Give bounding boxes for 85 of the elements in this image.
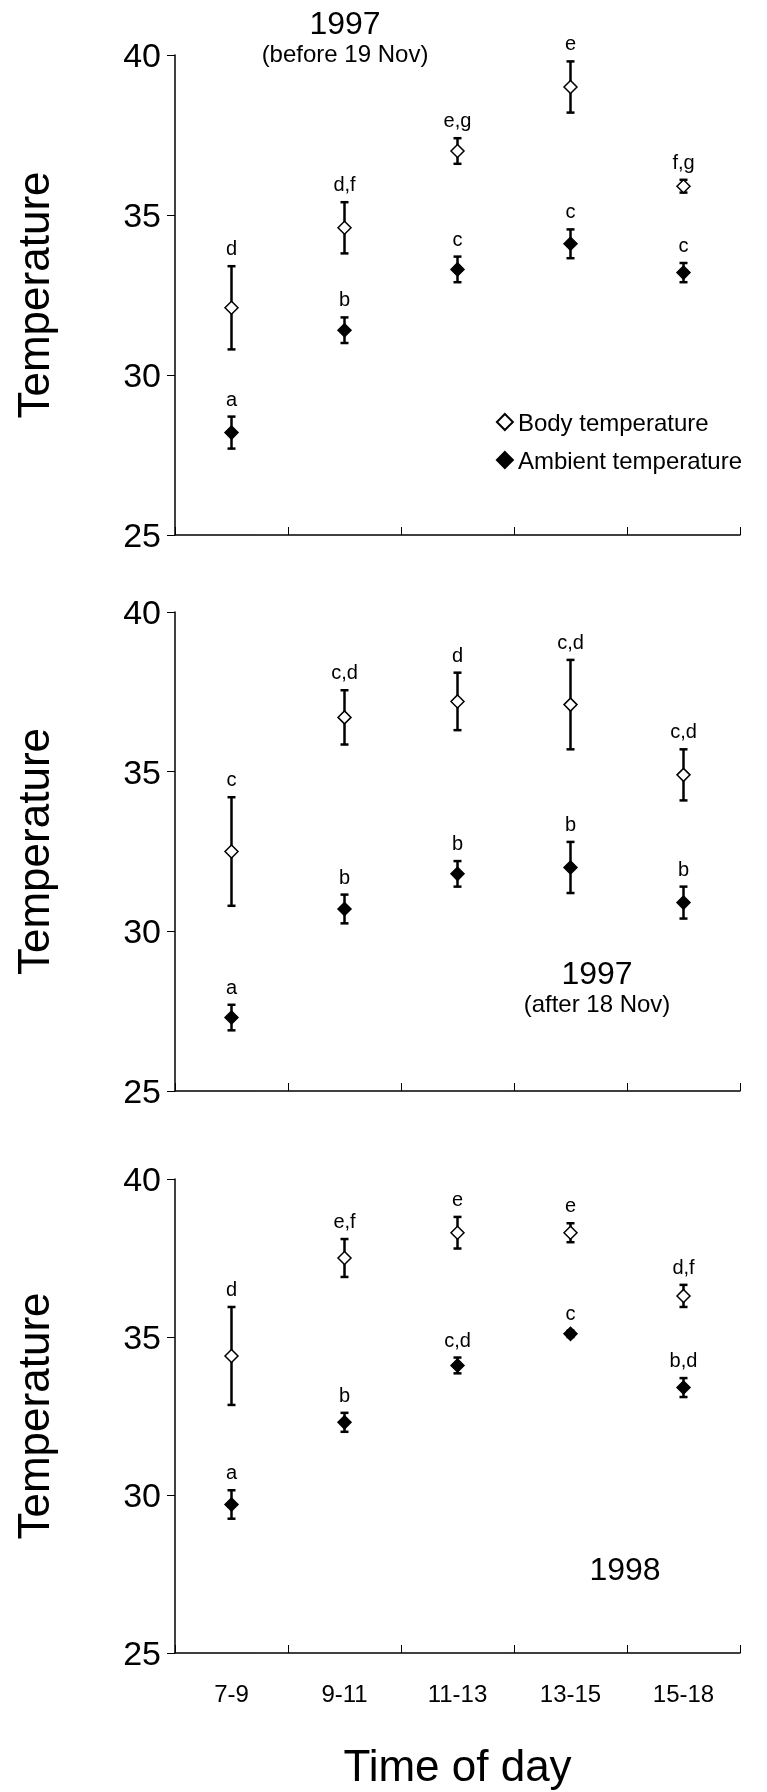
data-label: b — [451, 832, 464, 855]
point — [450, 1225, 465, 1240]
point — [676, 1380, 691, 1395]
data-label: b — [564, 812, 577, 835]
y-tick-label: 30 — [123, 912, 161, 951]
point — [337, 710, 352, 725]
point — [676, 767, 691, 783]
data-label: b — [338, 288, 351, 311]
data-label: f,g — [672, 150, 695, 173]
point — [563, 79, 578, 95]
y-tick-label: 30 — [123, 356, 161, 394]
x-tick-label: 9-11 — [321, 1679, 368, 1707]
data-label: c,d — [444, 1328, 471, 1351]
x-tick-label: 13-15 — [539, 1679, 602, 1707]
data-label: e,g — [443, 109, 472, 132]
data-label: c — [226, 768, 237, 791]
point — [337, 1415, 352, 1430]
y-tick-label: 25 — [123, 516, 161, 554]
data-label: b,d — [669, 1349, 698, 1372]
point — [224, 844, 239, 859]
point — [450, 866, 465, 882]
data-label: b — [338, 1383, 351, 1406]
data-label: c — [565, 1301, 576, 1324]
point — [676, 265, 691, 280]
point — [337, 322, 352, 338]
y-tick-label: 25 — [123, 1072, 161, 1110]
data-label: e,f — [333, 1210, 357, 1233]
y-tick-label: 35 — [123, 196, 161, 234]
data-label: d — [225, 237, 238, 260]
point — [676, 1288, 691, 1304]
point — [676, 895, 691, 910]
point — [224, 1010, 239, 1025]
x-axis-title: Time of day — [343, 1740, 572, 1790]
legend-label: Ambient temperature — [517, 446, 742, 474]
x-tick-label: 15-18 — [652, 1679, 715, 1707]
data-label: d — [451, 643, 464, 666]
y-axis-title: Temperature — [8, 1292, 58, 1540]
data-label: c — [452, 227, 463, 250]
point — [450, 262, 465, 277]
y-tick-label: 30 — [123, 1476, 161, 1514]
point — [563, 1225, 578, 1240]
data-label: e — [564, 1194, 577, 1217]
data-label: e — [564, 32, 577, 55]
legend-label: Body temperature — [517, 408, 709, 436]
chart-title: 1997 — [309, 5, 381, 41]
data-label: a — [225, 1461, 238, 1484]
point — [563, 236, 578, 252]
data-label: c,d — [331, 661, 358, 684]
x-tick-label: 7-9 — [214, 1679, 249, 1707]
data-label: c — [565, 200, 576, 223]
point — [450, 694, 465, 709]
text: 1997 — [561, 955, 633, 991]
data-label: d — [225, 1277, 238, 1300]
point — [337, 220, 352, 236]
text: 1998 — [589, 1551, 661, 1587]
point — [224, 300, 239, 316]
data-label: e — [451, 1187, 464, 1210]
data-label: d,f — [333, 173, 357, 196]
data-label: b — [677, 857, 690, 880]
y-tick-label: 25 — [123, 1634, 161, 1672]
text: (after 18 Nov) — [523, 989, 671, 1017]
point — [224, 1348, 239, 1364]
point — [224, 1497, 239, 1512]
point — [224, 425, 239, 440]
point — [337, 1250, 352, 1266]
x-tick-label: 11-13 — [427, 1679, 488, 1707]
data-label: c,d — [557, 630, 584, 653]
y-tick-label: 35 — [123, 1318, 161, 1356]
y-tick-label: 40 — [123, 1160, 161, 1198]
y-tick-label: 40 — [123, 593, 161, 631]
y-tick-label: 35 — [123, 752, 161, 791]
data-label: c — [678, 234, 689, 256]
chart-subtitle: (before 19 Nov) — [261, 39, 429, 67]
point — [563, 697, 578, 712]
y-axis-title: Temperature — [8, 727, 58, 976]
y-tick-label: 40 — [123, 36, 161, 74]
point — [563, 860, 578, 875]
y-axis-title: Temperature — [8, 171, 58, 419]
data-label: d,f — [672, 1255, 696, 1278]
data-label: a — [225, 975, 238, 998]
point — [450, 143, 465, 159]
data-label: a — [225, 387, 238, 410]
data-label: c,d — [670, 720, 697, 743]
data-label: b — [338, 865, 351, 888]
point — [337, 901, 352, 917]
